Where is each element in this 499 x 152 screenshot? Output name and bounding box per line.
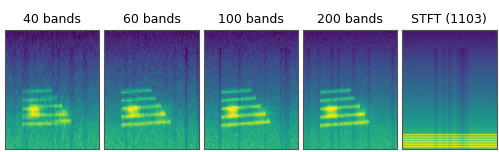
Text: 100 bands: 100 bands	[218, 13, 284, 26]
Text: 40 bands: 40 bands	[23, 13, 81, 26]
Text: 200 bands: 200 bands	[317, 13, 383, 26]
Text: 60 bands: 60 bands	[123, 13, 180, 26]
Text: STFT (1103): STFT (1103)	[412, 13, 487, 26]
